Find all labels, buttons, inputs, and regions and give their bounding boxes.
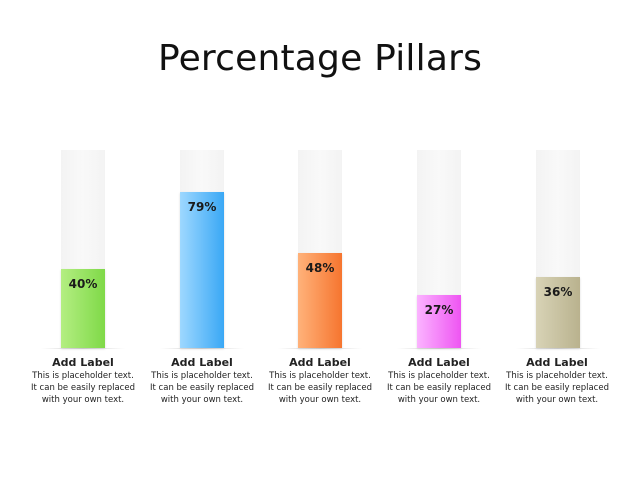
bar-2 [180, 192, 224, 348]
label-title-2: Add Label [171, 356, 233, 369]
value-label-2: 79% [187, 200, 217, 214]
bar-4 [417, 295, 461, 348]
baseline-shadow [397, 348, 481, 349]
value-label-5: 36% [543, 285, 573, 299]
label-text-1: This is placeholder text. It can be easi… [31, 371, 135, 405]
label-title-5: Add Label [526, 356, 588, 369]
label-block-3: Add Label This is placeholder text. It c… [260, 356, 380, 406]
pillar-4: 27% [417, 150, 461, 348]
label-title-4: Add Label [408, 356, 470, 369]
label-block-4: Add Label This is placeholder text. It c… [379, 356, 499, 406]
label-text-3: This is placeholder text. It can be easi… [268, 371, 372, 405]
label-text-5: This is placeholder text. It can be easi… [505, 371, 609, 405]
pillar-5: 36% [536, 150, 580, 348]
label-title-1: Add Label [52, 356, 114, 369]
baseline-shadow [41, 348, 125, 349]
value-label-1: 40% [68, 277, 98, 291]
value-label-4: 27% [424, 303, 454, 317]
label-text-2: This is placeholder text. It can be easi… [150, 371, 254, 405]
baseline-shadow [160, 348, 244, 349]
chart-title: Percentage Pillars [157, 38, 483, 79]
pillar-1: 40% [61, 150, 105, 348]
pillar-2: 79% [180, 150, 224, 348]
bar-1 [61, 269, 105, 348]
pillar-3: 48% [298, 150, 342, 348]
label-block-5: Add Label This is placeholder text. It c… [497, 356, 617, 406]
label-title-3: Add Label [289, 356, 351, 369]
bar-3 [298, 253, 342, 348]
value-label-3: 48% [305, 261, 335, 275]
bar-5 [536, 277, 580, 348]
baseline-shadow [278, 348, 362, 349]
label-block-2: Add Label This is placeholder text. It c… [142, 356, 262, 406]
baseline-shadow [516, 348, 600, 349]
label-text-4: This is placeholder text. It can be easi… [387, 371, 491, 405]
label-block-1: Add Label This is placeholder text. It c… [23, 356, 143, 406]
